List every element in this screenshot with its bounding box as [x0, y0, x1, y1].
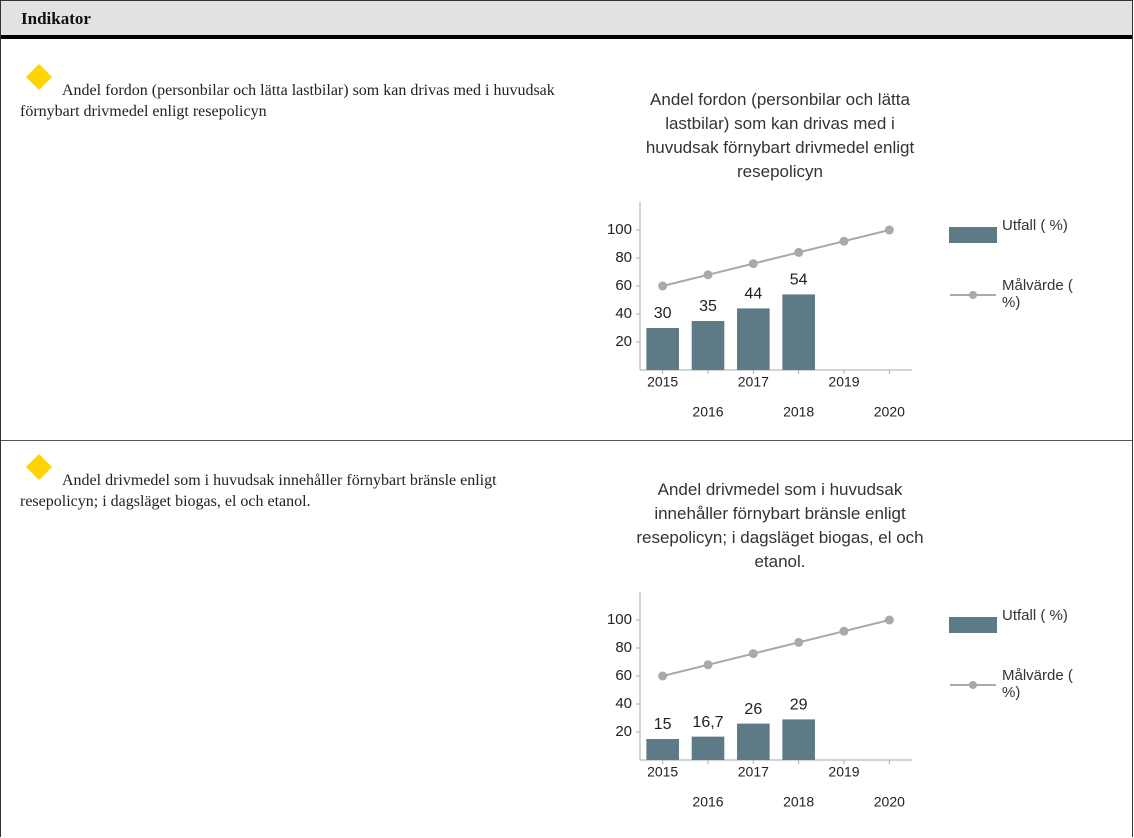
bar — [737, 308, 770, 370]
bar — [782, 719, 815, 760]
x-tick-label: 2015 — [647, 764, 678, 780]
target-line — [662, 229, 890, 287]
target-point — [884, 615, 894, 625]
x-tick-label: 2016 — [692, 794, 723, 810]
legend-swatch — [949, 617, 997, 633]
chart: Andel fordon (personbilar och lätta last… — [600, 88, 1130, 438]
data-label: 26 — [744, 701, 762, 718]
data-label: 44 — [744, 286, 762, 303]
target-point — [703, 660, 713, 670]
target-point — [658, 671, 668, 681]
chart-title: Andel fordon (personbilar och lätta last… — [645, 90, 915, 181]
target-point — [839, 626, 849, 636]
legend-swatch — [969, 681, 977, 689]
chart: Andel drivmedel som i huvudsak innehålle… — [600, 478, 1130, 828]
x-tick-label: 2020 — [874, 794, 905, 810]
y-tick-label: 60 — [615, 277, 632, 294]
target-point — [794, 637, 804, 647]
x-tick-label: 2018 — [783, 404, 814, 420]
x-tick-label: 2016 — [692, 404, 723, 420]
row-text: Andel fordon (personbilar och lätta last… — [20, 82, 555, 120]
status-icon — [26, 64, 52, 90]
data-label: 16,7 — [692, 714, 723, 731]
data-label: 15 — [654, 716, 672, 733]
target-point — [703, 270, 713, 280]
target-point — [748, 259, 758, 269]
header-text: Indikator — [21, 9, 91, 28]
row-text: Andel drivmedel som i huvudsak innehålle… — [20, 472, 497, 510]
plot: 20 40 60 80 100 2015 2016 2017 2018 2019 2020 15 16,… — [607, 592, 997, 810]
x-tick-label: 2017 — [738, 764, 769, 780]
y-tick-label: 80 — [615, 249, 632, 266]
chart-title: Andel drivmedel som i huvudsak innehålle… — [636, 480, 924, 571]
y-tick-label: 20 — [615, 723, 632, 740]
data-label: 30 — [654, 305, 672, 322]
y-tick-label: 40 — [615, 305, 632, 322]
target-point — [748, 649, 758, 659]
y-tick-label: 20 — [615, 333, 632, 350]
bar — [782, 294, 815, 370]
legend-swatch — [969, 291, 977, 299]
legend-label: Målvärde ( %) — [1002, 667, 1073, 701]
target-point — [839, 236, 849, 246]
x-tick-label: 2020 — [874, 404, 905, 420]
target-point — [794, 247, 804, 257]
legend-label: Målvärde ( %) — [1002, 277, 1073, 311]
status-icon — [26, 454, 52, 480]
x-tick-label: 2018 — [783, 794, 814, 810]
y-tick-label: 60 — [615, 667, 632, 684]
y-tick-label: 40 — [615, 695, 632, 712]
y-tick-label: 100 — [607, 611, 632, 628]
target-point — [884, 225, 894, 235]
data-label: 35 — [699, 298, 717, 315]
bar — [646, 328, 679, 370]
x-tick-label: 2017 — [738, 374, 769, 390]
data-label: 29 — [790, 697, 808, 714]
x-tick-label: 2019 — [828, 764, 859, 780]
bar — [646, 739, 679, 760]
legend-label: Utfall ( %) — [1002, 607, 1068, 624]
bar — [737, 723, 770, 760]
y-tick-label: 80 — [615, 639, 632, 656]
legend-swatch — [949, 227, 997, 243]
table-header: Indikator — [1, 1, 1132, 39]
row-divider — [1, 440, 1132, 441]
plot: 20 40 60 80 100 2015 2016 2017 2018 2019 2020 30 35 4… — [607, 202, 997, 420]
legend-label: Utfall ( %) — [1002, 217, 1068, 234]
bar — [691, 736, 725, 760]
x-tick-label: 2015 — [647, 374, 678, 390]
target-point — [658, 281, 668, 291]
bar — [691, 321, 725, 370]
x-tick-label: 2019 — [828, 374, 859, 390]
y-tick-label: 100 — [607, 221, 632, 238]
target-line — [662, 619, 890, 677]
data-label: 54 — [790, 272, 808, 289]
